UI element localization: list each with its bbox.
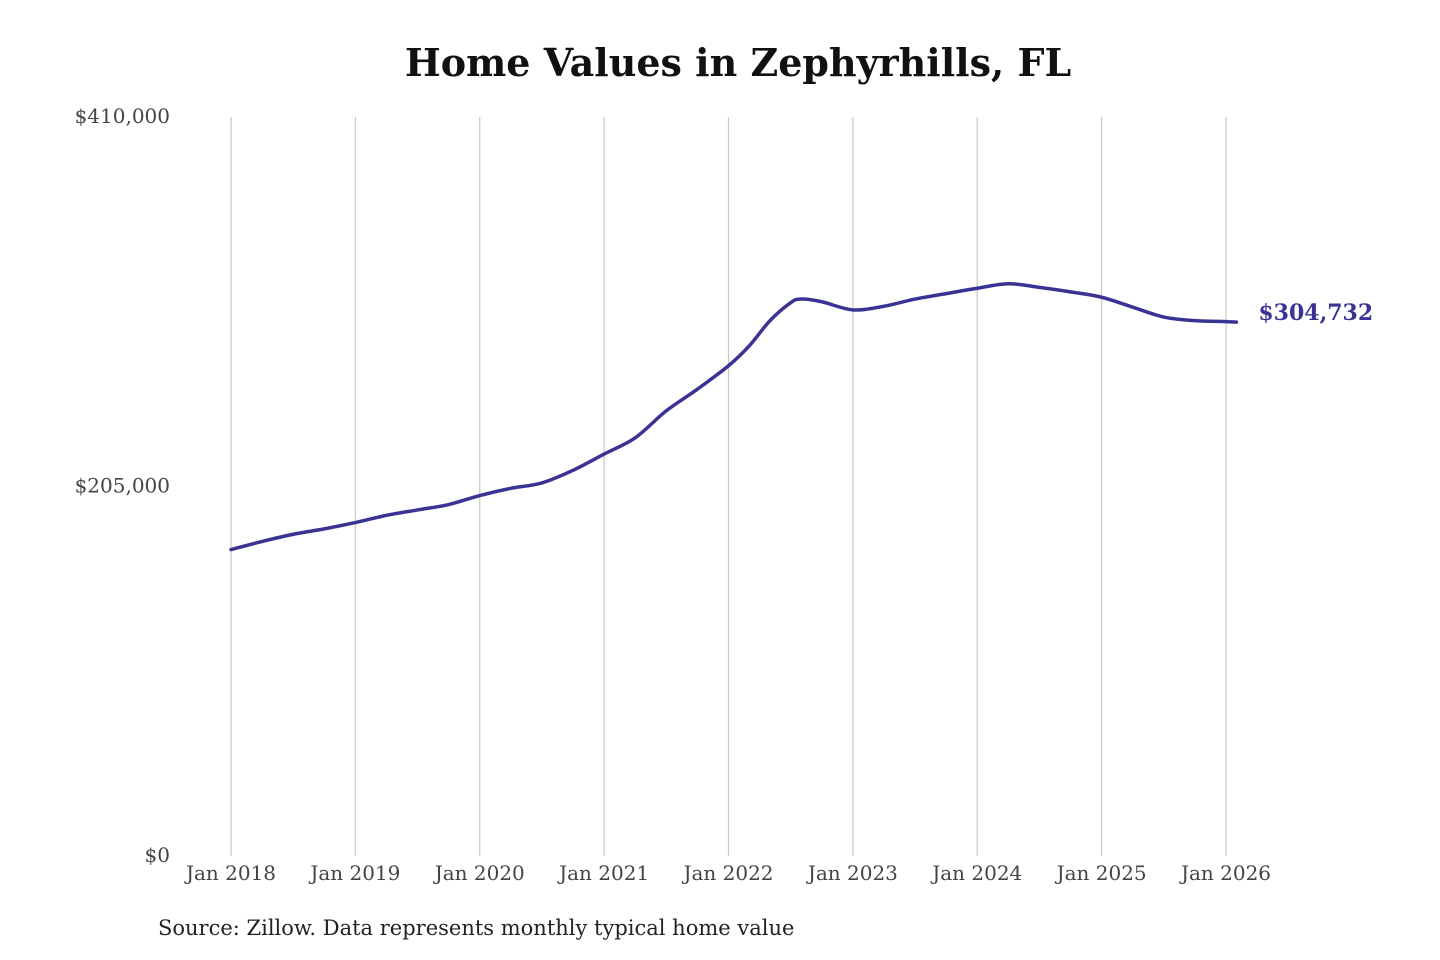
x-tick-label: Jan 2019 — [308, 861, 400, 885]
x-tick-label: Jan 2022 — [681, 861, 773, 885]
x-tick-label: Jan 2023 — [806, 861, 898, 885]
series-line — [229, 281, 1239, 552]
y-axis-ticks: $0 $205,000 $410,000 — [75, 104, 170, 867]
end-value-label: $304,732 — [1258, 300, 1373, 326]
x-tick-label: Jan 2024 — [930, 861, 1022, 885]
source-note: Source: Zillow. Data represents monthly … — [158, 916, 795, 940]
chart-title: Home Values in Zephyrhills, FL — [404, 40, 1072, 85]
y-tick-label: $205,000 — [75, 474, 170, 498]
series-layer — [229, 281, 1239, 552]
label-layer: $304,732 — [1258, 300, 1373, 326]
x-tick-label: Jan 2025 — [1055, 861, 1147, 885]
grid-lines — [230, 117, 1227, 856]
x-tick-label: Jan 2020 — [433, 861, 525, 885]
x-tick-label: Jan 2026 — [1179, 861, 1271, 885]
x-tick-label: Jan 2021 — [557, 861, 649, 885]
x-axis-ticks: Jan 2018 Jan 2019 Jan 2020 Jan 2021 Jan 2022… — [184, 861, 1271, 885]
y-tick-label: $410,000 — [75, 104, 170, 128]
x-tick-label: Jan 2018 — [184, 861, 276, 885]
y-tick-label: $0 — [145, 843, 170, 867]
